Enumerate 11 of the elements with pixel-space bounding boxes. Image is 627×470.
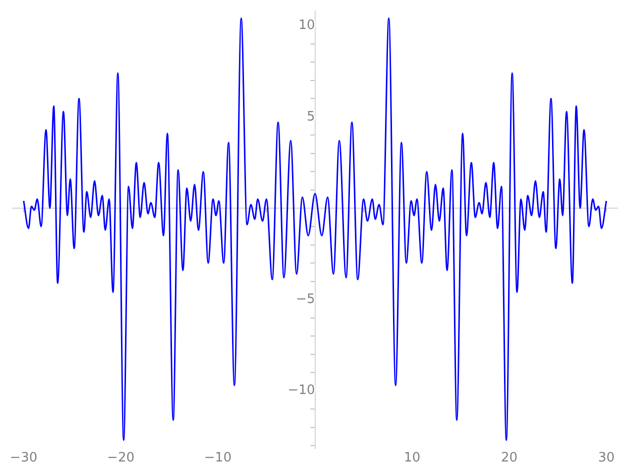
y-tick-label: −5: [296, 292, 315, 307]
y-tick-label: −10: [288, 383, 315, 398]
x-tick-label: 20: [500, 450, 518, 466]
line-series: [22, 18, 608, 441]
y-tick-label: 5: [306, 109, 315, 124]
y-tick-label: 10: [298, 18, 315, 33]
x-tick-label: −10: [204, 450, 232, 466]
x-tick-label: −20: [107, 450, 134, 466]
x-tick-label: −30: [10, 450, 38, 466]
x-tick-label: 30: [598, 450, 615, 466]
x-tick-label: 10: [404, 450, 420, 466]
